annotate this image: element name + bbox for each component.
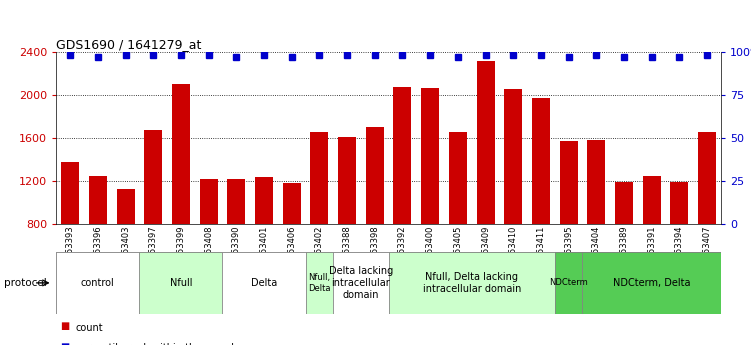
Bar bbox=[615, 182, 633, 310]
Text: Delta lacking
intracellular
domain: Delta lacking intracellular domain bbox=[329, 266, 393, 299]
Text: NDCterm, Delta: NDCterm, Delta bbox=[613, 278, 690, 288]
Bar bbox=[504, 89, 522, 310]
Text: ■: ■ bbox=[60, 321, 69, 331]
Text: protocol: protocol bbox=[4, 278, 47, 288]
Bar bbox=[89, 176, 107, 310]
Bar bbox=[338, 137, 356, 310]
Bar bbox=[255, 177, 273, 310]
Bar bbox=[394, 87, 412, 310]
Text: NDCterm: NDCterm bbox=[549, 278, 588, 287]
Bar bbox=[555, 252, 583, 314]
Bar bbox=[698, 131, 716, 310]
Text: ■: ■ bbox=[60, 342, 69, 345]
Bar bbox=[421, 88, 439, 310]
Bar bbox=[449, 131, 467, 310]
Bar bbox=[587, 140, 605, 310]
Bar bbox=[222, 252, 306, 314]
Text: GDS1690 / 1641279_at: GDS1690 / 1641279_at bbox=[56, 38, 202, 51]
Text: percentile rank within the sample: percentile rank within the sample bbox=[75, 343, 240, 345]
Bar bbox=[389, 252, 555, 314]
Bar bbox=[144, 130, 162, 310]
Bar bbox=[306, 252, 333, 314]
Bar bbox=[583, 252, 721, 314]
Bar bbox=[200, 179, 218, 310]
Bar bbox=[172, 84, 190, 310]
Bar bbox=[228, 179, 246, 310]
Text: control: control bbox=[81, 278, 115, 288]
Bar bbox=[140, 252, 222, 314]
Bar bbox=[282, 183, 300, 310]
Bar bbox=[61, 162, 79, 310]
Text: count: count bbox=[75, 323, 103, 333]
Text: Nfull, Delta lacking
intracellular domain: Nfull, Delta lacking intracellular domai… bbox=[423, 272, 521, 294]
Bar bbox=[56, 252, 140, 314]
Text: Delta: Delta bbox=[251, 278, 277, 288]
Bar bbox=[333, 252, 389, 314]
Bar bbox=[643, 176, 661, 310]
Bar bbox=[310, 131, 328, 310]
Bar bbox=[532, 98, 550, 310]
Bar bbox=[116, 189, 134, 310]
Bar bbox=[559, 141, 578, 310]
Text: Nfull,
Delta: Nfull, Delta bbox=[308, 273, 330, 293]
Bar bbox=[671, 182, 689, 310]
Bar bbox=[477, 61, 495, 310]
Bar bbox=[366, 127, 384, 310]
Text: Nfull: Nfull bbox=[170, 278, 192, 288]
